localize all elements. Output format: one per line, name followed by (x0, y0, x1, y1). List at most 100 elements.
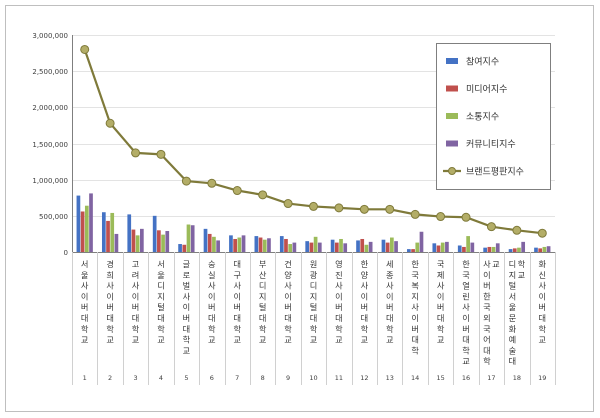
bar (407, 249, 411, 252)
bar (80, 211, 85, 252)
line-point (207, 178, 217, 188)
bar (186, 224, 191, 252)
bar (462, 246, 466, 252)
bar (360, 238, 365, 252)
bar (470, 242, 475, 252)
bar (466, 236, 470, 252)
category-number: 12 (360, 374, 368, 382)
bar (127, 214, 132, 252)
legend-label: 미디어지수 (466, 84, 507, 95)
bar (309, 242, 314, 252)
bar (517, 247, 521, 252)
brand-reputation-line (80, 44, 547, 238)
line-point (232, 186, 242, 196)
bar (114, 233, 119, 252)
category-number: 15 (436, 374, 444, 382)
bar (390, 237, 394, 252)
bar (157, 230, 161, 252)
bar (84, 205, 89, 252)
bar (457, 245, 462, 252)
bar (483, 247, 487, 252)
bar (241, 235, 246, 252)
bar (419, 231, 424, 252)
bar (165, 231, 170, 252)
line-point (156, 149, 166, 159)
y-tick-label: 3,000,000 (32, 32, 68, 40)
bar (330, 239, 335, 252)
bar (546, 246, 551, 252)
bar (254, 236, 259, 252)
bar (203, 228, 208, 252)
line-point (461, 212, 471, 222)
bar (212, 236, 216, 252)
y-tick-label: 500,000 (39, 213, 68, 221)
category-number: 3 (133, 374, 137, 382)
category-number: 13 (386, 374, 394, 382)
bar (495, 243, 500, 252)
line-point (105, 118, 115, 128)
axes (72, 35, 556, 385)
bar (491, 246, 496, 252)
bar (538, 248, 543, 252)
bar (161, 234, 165, 252)
bar (279, 236, 284, 252)
bar (343, 243, 348, 252)
y-tick-label: 1,500,000 (32, 141, 68, 149)
bar (207, 233, 212, 252)
legend-swatch (446, 113, 458, 119)
bar (411, 249, 415, 252)
category-number: 14 (411, 374, 419, 382)
category-number: 17 (487, 374, 495, 382)
line-point (80, 44, 90, 54)
line-point (385, 204, 395, 214)
bar (233, 238, 237, 252)
bar (89, 193, 93, 252)
bar (385, 242, 390, 252)
bar (229, 235, 233, 252)
legend-swatch-marker (448, 167, 456, 175)
category-number: 5 (184, 374, 188, 382)
category-number: 7 (235, 374, 239, 382)
bar (313, 236, 318, 252)
bar (262, 239, 267, 252)
line-point (181, 176, 191, 186)
line-point (258, 190, 268, 200)
y-tick-label: 2,000,000 (32, 104, 68, 112)
y-tick-label: 2,500,000 (32, 68, 68, 76)
bar (131, 229, 136, 252)
bar (152, 215, 157, 252)
line-point (334, 203, 344, 213)
line-point (436, 212, 446, 222)
bar (258, 237, 263, 252)
x-axis-category-labels: 서 울 사 이 버 대 학 교 1 경 희 사 이 버 대 학 교 2 고 려 사 이 버 대 학 교 3 서 울 디 지 털 대 학 교 4 글 로 벌 사… (81, 259, 547, 382)
legend-label: 소통지수 (466, 112, 499, 123)
bar (445, 241, 449, 252)
line-point (309, 201, 318, 211)
bar (487, 246, 492, 252)
bar (135, 235, 140, 252)
legend-swatch (446, 58, 458, 64)
bar (339, 238, 343, 252)
category-number: 11 (335, 374, 343, 382)
category-number: 8 (261, 374, 265, 382)
y-tick-label: 0 (64, 249, 68, 257)
bar (190, 225, 195, 252)
bar (76, 195, 81, 252)
bar (394, 241, 398, 252)
bar (216, 240, 220, 252)
bar (440, 242, 445, 252)
category-number: 4 (159, 374, 163, 382)
bar (334, 242, 339, 252)
category-label: 디 지 털 서 울 문 화 예 술 대학 교 (509, 259, 526, 366)
